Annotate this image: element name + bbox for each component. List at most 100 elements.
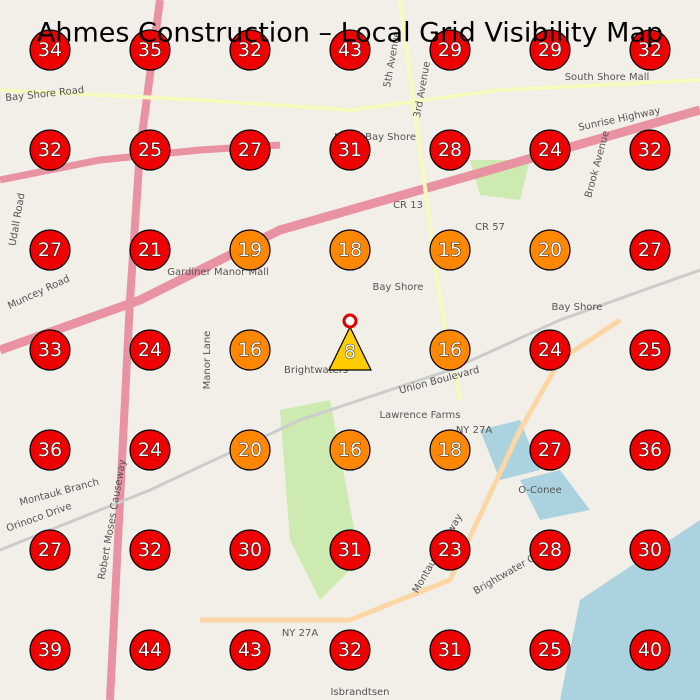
grid-value: 16 xyxy=(238,339,262,361)
grid-marker xyxy=(529,129,571,171)
grid-marker xyxy=(129,129,171,171)
grid-marker xyxy=(329,129,371,171)
grid-value: 39 xyxy=(38,639,62,661)
grid-value: 31 xyxy=(338,139,362,161)
grid-value: 27 xyxy=(238,139,262,161)
grid-marker xyxy=(129,529,171,571)
grid-marker xyxy=(629,229,671,271)
grid-marker xyxy=(629,529,671,571)
grid-marker xyxy=(129,329,171,371)
grid-value: 19 xyxy=(238,239,262,261)
grid-value: 25 xyxy=(138,139,162,161)
grid-value: 8 xyxy=(344,341,356,363)
grid-marker xyxy=(529,429,571,471)
grid-value: 40 xyxy=(638,639,662,661)
grid-value: 32 xyxy=(638,39,662,61)
grid-marker xyxy=(629,29,671,71)
grid-value: 23 xyxy=(438,539,462,561)
grid-value: 20 xyxy=(538,239,562,261)
grid-value: 24 xyxy=(138,439,162,461)
grid-value: 24 xyxy=(138,339,162,361)
grid-marker xyxy=(529,229,571,271)
grid-marker xyxy=(629,629,671,671)
grid-value: 27 xyxy=(538,439,562,461)
grid-marker xyxy=(429,229,471,271)
grid-value: 29 xyxy=(438,39,462,61)
grid-marker xyxy=(29,529,71,571)
map-label: NY 27A xyxy=(282,628,318,639)
grid-value: 32 xyxy=(638,139,662,161)
grid-marker xyxy=(629,429,671,471)
grid-value: 27 xyxy=(38,539,62,561)
grid-value: 31 xyxy=(438,639,462,661)
grid-marker xyxy=(529,529,571,571)
map-label: Bay Shore xyxy=(373,282,424,293)
grid-marker xyxy=(229,229,271,271)
water xyxy=(480,420,590,520)
grid-marker xyxy=(229,29,271,71)
grid-value: 18 xyxy=(438,439,462,461)
grid-marker xyxy=(429,329,471,371)
grid-marker xyxy=(129,629,171,671)
grid-marker xyxy=(229,429,271,471)
grid-value: 25 xyxy=(538,639,562,661)
grid-marker xyxy=(429,529,471,571)
grid-value: 16 xyxy=(338,439,362,461)
grid-marker xyxy=(529,629,571,671)
grid-value: 44 xyxy=(138,639,162,661)
grid-value: 25 xyxy=(638,339,662,361)
grid-marker xyxy=(229,329,271,371)
grid-marker xyxy=(329,629,371,671)
map-label: NY 27A xyxy=(456,425,492,436)
grid-value: 27 xyxy=(638,239,662,261)
grid-value: 16 xyxy=(438,339,462,361)
grid-marker xyxy=(29,329,71,371)
grid-value: 31 xyxy=(338,539,362,561)
map-label: Gardiner Manor Mall xyxy=(167,267,269,278)
grid-marker xyxy=(529,329,571,371)
grid-value: 35 xyxy=(138,39,162,61)
grid-marker xyxy=(29,29,71,71)
grid-value: 32 xyxy=(238,39,262,61)
map-label: Bay Shore xyxy=(552,302,603,313)
road xyxy=(0,78,700,113)
map-title: Ahmes Construction – Local Grid Visibili… xyxy=(37,18,663,49)
grid-value: 36 xyxy=(38,439,62,461)
grid-marker xyxy=(429,429,471,471)
grid: 34 35 32 43 29 29 32 32 25 27 31 28 24 32 27 21 19 18 15 20… xyxy=(29,29,671,671)
grid-value: 24 xyxy=(538,339,562,361)
grid-value: 32 xyxy=(338,639,362,661)
map-label: CR 13 xyxy=(393,200,423,211)
grid-value: 28 xyxy=(538,539,562,561)
map-label: O-Conee xyxy=(518,485,562,496)
grid-value: 30 xyxy=(238,539,262,561)
grid-marker xyxy=(129,229,171,271)
grid-marker xyxy=(29,229,71,271)
grid-marker xyxy=(129,429,171,471)
grid-value: 43 xyxy=(238,639,262,661)
grid-marker xyxy=(629,129,671,171)
grid-value: 24 xyxy=(538,139,562,161)
grid-marker xyxy=(329,529,371,571)
grid-marker xyxy=(229,529,271,571)
grid-value: 36 xyxy=(638,439,662,461)
grid-marker xyxy=(329,229,371,271)
grid-marker xyxy=(229,129,271,171)
grid-marker xyxy=(429,129,471,171)
grid-value: 32 xyxy=(38,139,62,161)
grid-value: 18 xyxy=(338,239,362,261)
grid-marker xyxy=(329,29,371,71)
grid-marker xyxy=(29,429,71,471)
grid-marker xyxy=(29,129,71,171)
grid-value: 15 xyxy=(438,239,462,261)
grid-marker xyxy=(229,629,271,671)
railway xyxy=(0,268,700,552)
grid-value: 43 xyxy=(338,39,362,61)
grid-value: 33 xyxy=(38,339,62,361)
grid-marker xyxy=(429,29,471,71)
grid-marker xyxy=(328,325,372,371)
grid-value: 28 xyxy=(438,139,462,161)
grid-value: 30 xyxy=(638,539,662,561)
map-label: South Shore Mall xyxy=(565,72,650,83)
